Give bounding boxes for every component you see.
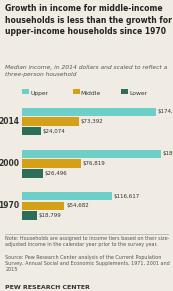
Bar (22, 192, 112, 200)
Text: 1970: 1970 (0, 201, 19, 210)
Text: Upper: Upper (31, 91, 49, 96)
Text: $18,799: $18,799 (39, 213, 61, 218)
Bar (22, 159, 81, 168)
Text: $24,074: $24,074 (43, 129, 65, 134)
Bar (22, 150, 161, 158)
Text: 2014: 2014 (0, 117, 19, 126)
Text: Growth in income for middle-income
households is less than the growth for
upper-: Growth in income for middle-income house… (5, 4, 172, 36)
Bar (22, 127, 41, 135)
Text: $180,789: $180,789 (162, 152, 173, 157)
Text: $73,392: $73,392 (80, 119, 103, 124)
Bar (22, 211, 37, 220)
Text: Lower: Lower (129, 91, 147, 96)
Text: PEW RESEARCH CENTER: PEW RESEARCH CENTER (5, 285, 90, 290)
Text: $26,496: $26,496 (44, 171, 67, 176)
Bar (22, 117, 79, 126)
Bar (22, 202, 64, 210)
Text: Middle: Middle (81, 91, 101, 96)
Text: $116,617: $116,617 (113, 194, 140, 199)
Bar (22, 169, 43, 178)
Text: Source: Pew Research Center analysis of the Current Population
Survey, Annual So: Source: Pew Research Center analysis of … (5, 255, 170, 272)
Text: $174,625: $174,625 (158, 109, 173, 114)
FancyBboxPatch shape (22, 89, 29, 94)
Text: Median income, in 2014 dollars and scaled to reflect a
three-person household: Median income, in 2014 dollars and scale… (5, 65, 167, 77)
Text: $76,819: $76,819 (83, 161, 106, 166)
Bar (22, 108, 156, 116)
Text: $54,682: $54,682 (66, 203, 89, 208)
FancyBboxPatch shape (73, 89, 80, 94)
Text: Note: Households are assigned to income tiers based on their size-
adjusted inco: Note: Households are assigned to income … (5, 236, 170, 247)
FancyBboxPatch shape (121, 89, 128, 94)
Text: 2000: 2000 (0, 159, 19, 168)
